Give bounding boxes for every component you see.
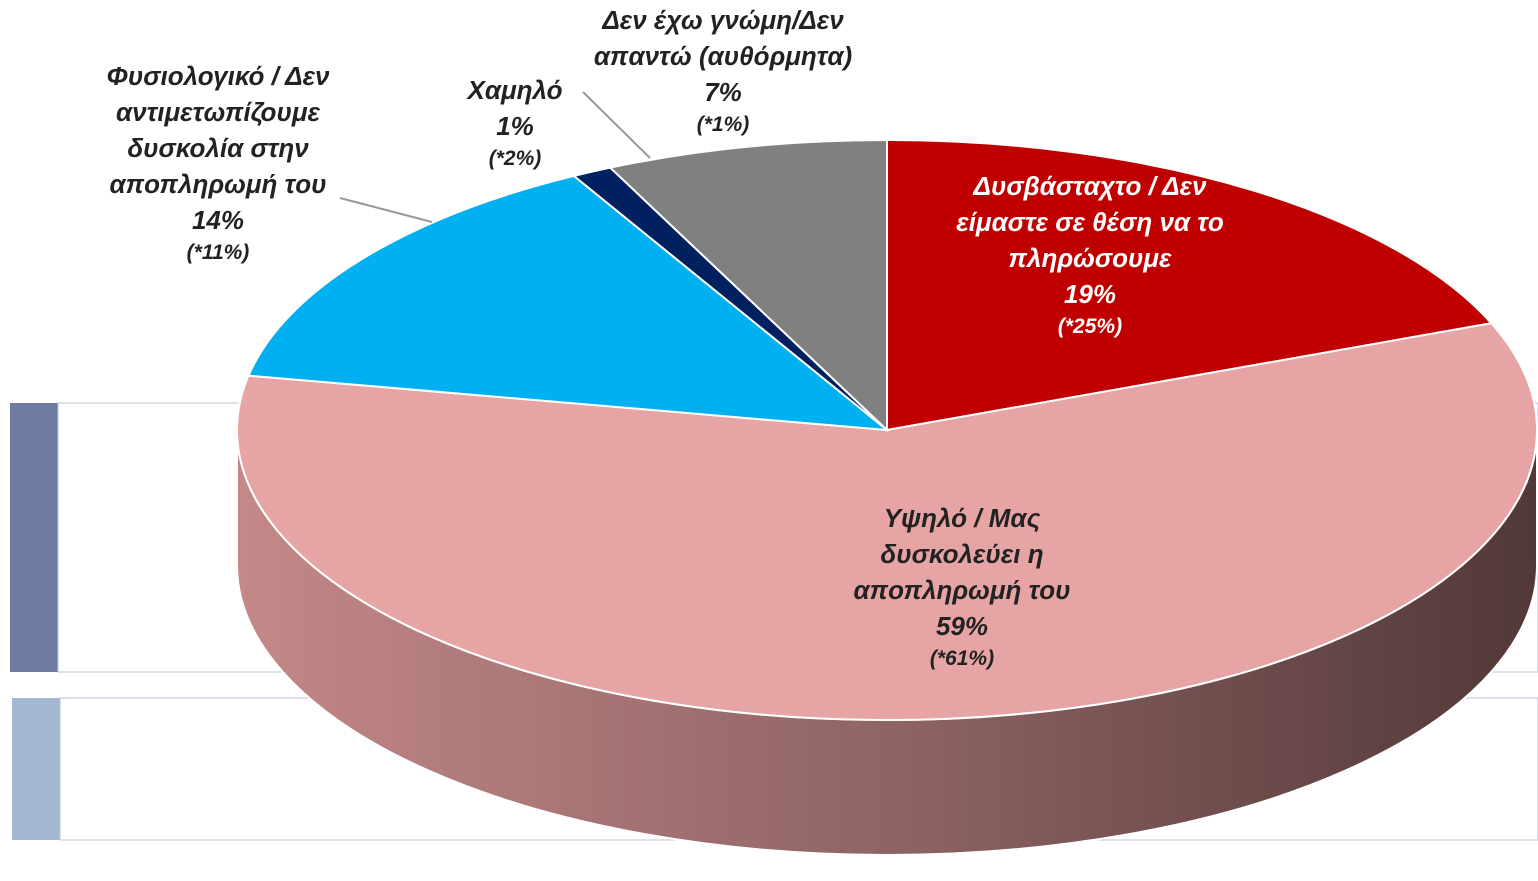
slice	[886, 138, 1494, 432]
slice	[236, 322, 1538, 722]
side-bar	[12, 698, 60, 840]
slice-label: Δυσβάσταχτο / Δεν είμαστε σε θέση να το …	[940, 168, 1240, 342]
slice-label: Υψηλό / Μας δυσκολεύει η αποπληρωμή του 5…	[837, 500, 1087, 674]
comparison-label: (*25%)	[1057, 315, 1123, 338]
leader-line	[582, 91, 651, 159]
comparison-label: (*2%)	[488, 147, 542, 170]
comparison-label: (*11%)	[186, 241, 250, 264]
value-label: 19%	[1063, 279, 1117, 309]
value-label: 1%	[496, 111, 534, 141]
value-label: 59%	[935, 611, 989, 641]
category-label: Δυσβάσταχτο / Δεν είμαστε σε θέση να το …	[956, 171, 1224, 273]
comparison-label: (*1%)	[696, 113, 750, 136]
slice-label: Χαμηλό 1% (*2%)	[450, 72, 580, 174]
slice	[247, 174, 891, 432]
pie	[236, 138, 1538, 856]
leader-line	[339, 197, 433, 223]
category-label: Χαμηλό	[467, 75, 563, 105]
value-label: 7%	[704, 77, 742, 107]
category-label: Δεν έχω γνώμη/Δεν απαντώ (αυθόρμητα)	[593, 5, 853, 71]
slice-label: Δεν έχω γνώμη/Δεν απαντώ (αυθόρμητα) 7% (*…	[558, 2, 888, 140]
side-bar	[10, 403, 58, 672]
category-label: Υψηλό / Μας δυσκολεύει η αποπληρωμή του	[853, 503, 1071, 605]
category-label: Φυσιολογικό / Δεν αντιμετωπίζουμε δυσκολ…	[106, 61, 330, 199]
slice-label: Φυσιολογικό / Δεν αντιμετωπίζουμε δυσκολ…	[73, 58, 363, 268]
comparison-label: (*61%)	[929, 647, 995, 670]
value-label: 14%	[191, 205, 245, 235]
slice	[608, 138, 888, 433]
